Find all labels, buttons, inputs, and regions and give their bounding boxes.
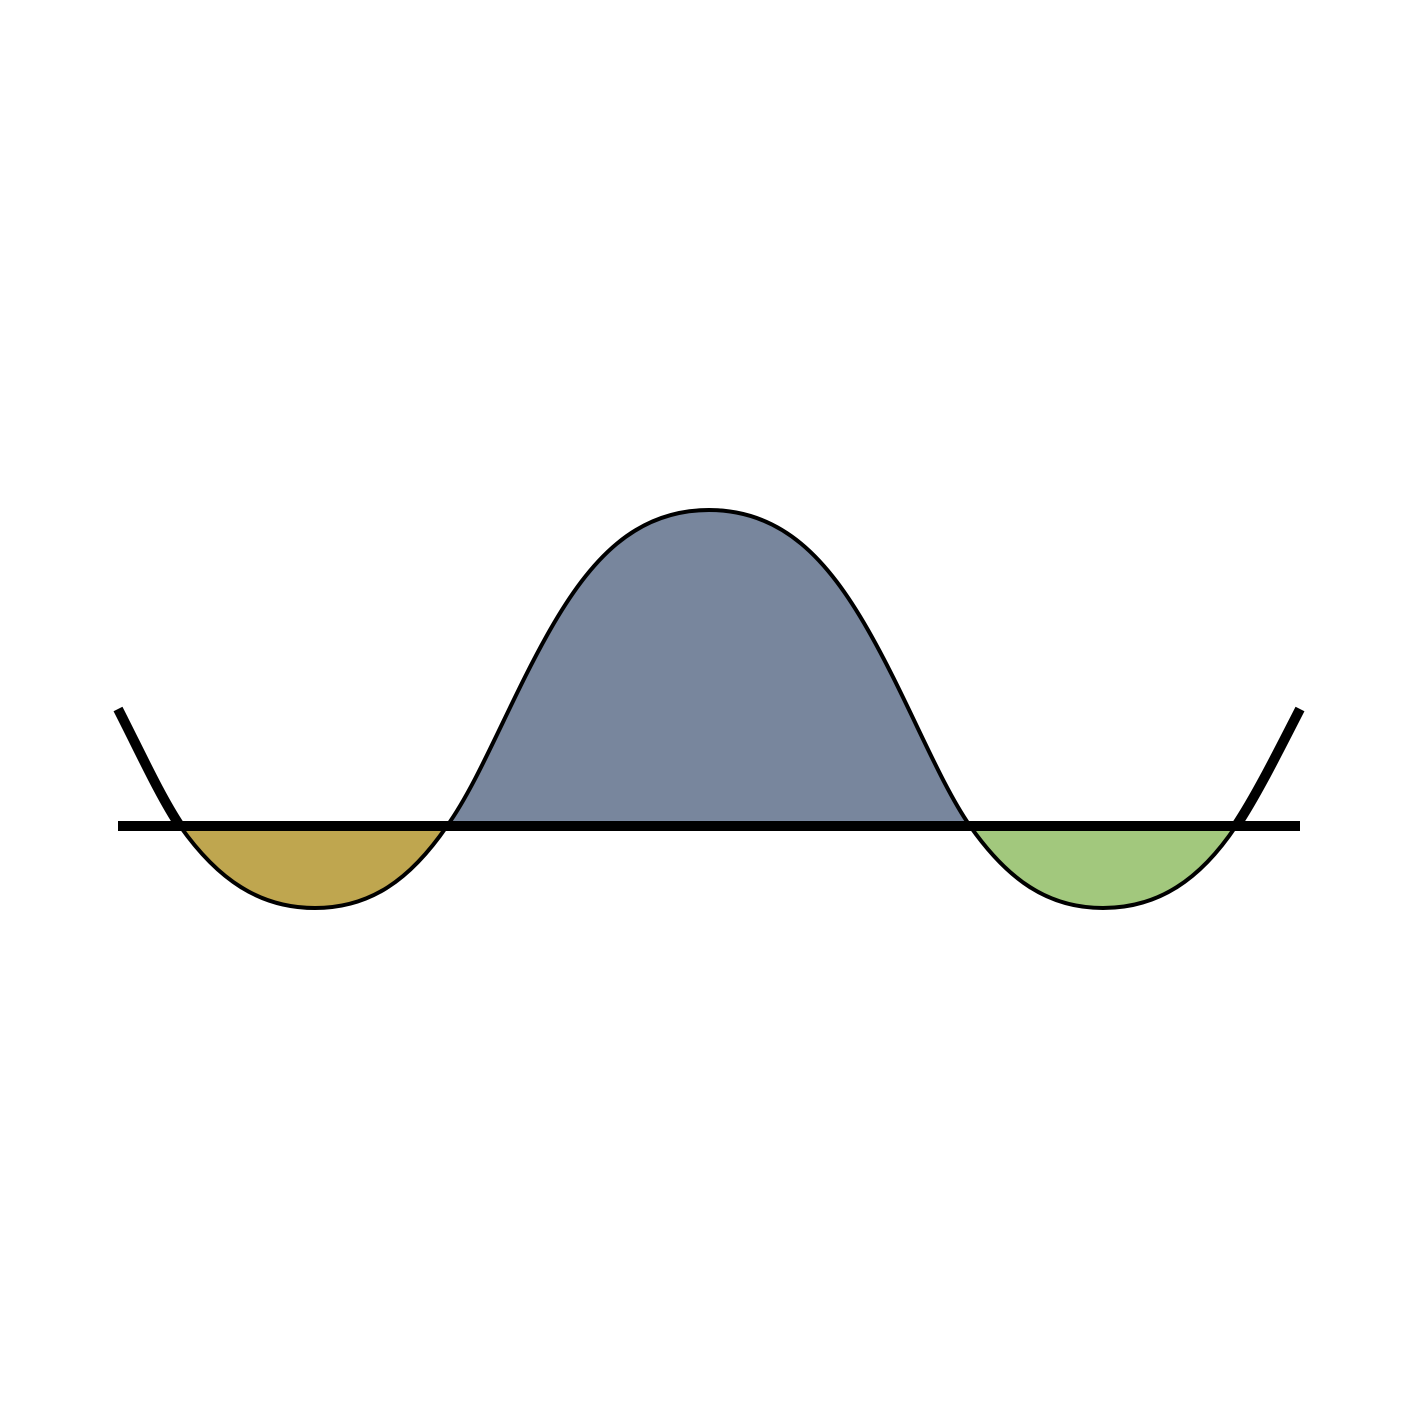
right-curve-tail xyxy=(1231,706,1305,829)
left-trough-region xyxy=(178,824,449,910)
right-trough-region xyxy=(968,824,1238,910)
left-curve-tail xyxy=(113,706,185,829)
central-hump-region xyxy=(445,508,972,828)
